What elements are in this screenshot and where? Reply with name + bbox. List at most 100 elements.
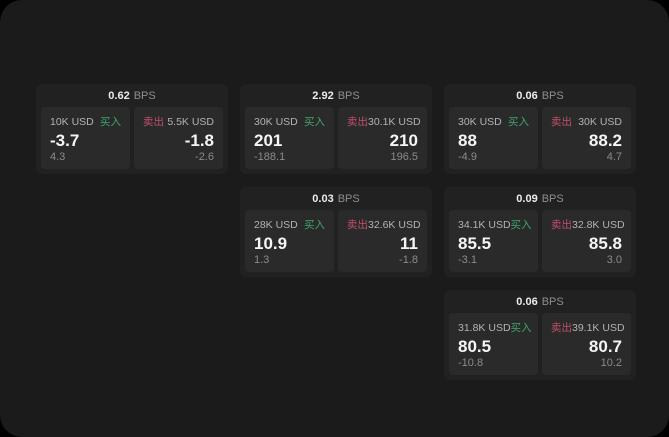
sell-tag: 卖出 — [347, 116, 368, 128]
buy-tag: 买入 — [304, 116, 325, 128]
sell-amount: 30.1K USD — [368, 115, 421, 128]
buy-tag: 买入 — [510, 322, 532, 334]
quote-card: 0.03 BPS 28K USD 买入 10.9 1.3 卖出 32.6K US… — [240, 187, 432, 277]
sell-change: -1.8 — [399, 253, 418, 266]
sell-price: 85.8 — [588, 233, 622, 253]
sell-meta-row: 卖出 32.8K USD — [551, 217, 625, 232]
buy-tag: 买入 — [304, 219, 325, 231]
card-header: 0.06 BPS — [444, 84, 636, 107]
bps-unit-label: BPS — [541, 89, 564, 102]
buy-price: -3.7 — [50, 130, 80, 150]
buy-change: -188.1 — [254, 150, 286, 163]
buy-meta-row: 30K USD 买入 — [254, 114, 325, 129]
sell-meta-row: 卖出 32.6K USD — [347, 217, 421, 232]
bps-value: 0.09 — [516, 192, 538, 205]
sell-change: 10.2 — [600, 356, 622, 369]
buy-side-tile[interactable]: 30K USD 买入 88 -4.9 — [449, 107, 538, 169]
bps-unit-label: BPS — [337, 192, 360, 205]
sell-amount: 39.1K USD — [572, 321, 625, 334]
sell-tag: 卖出 — [551, 219, 572, 231]
sell-change: 3.0 — [606, 253, 622, 266]
bps-unit-label: BPS — [541, 192, 564, 205]
sell-amount: 32.8K USD — [572, 218, 625, 231]
sell-amount: 5.5K USD — [167, 115, 214, 128]
buy-meta-row: 31.8K USD 买入 — [458, 320, 532, 335]
bps-value: 0.06 — [516, 89, 538, 102]
buy-change: -3.1 — [458, 253, 477, 266]
buy-amount: 10K USD — [50, 115, 94, 128]
sell-change: -2.6 — [195, 150, 214, 163]
quote-card: 0.62 BPS 10K USD 买入 -3.7 4.3 卖出 5.5K USD — [36, 84, 228, 174]
sell-meta-row: 卖出 39.1K USD — [551, 320, 625, 335]
sell-change: 4.7 — [606, 150, 622, 163]
sell-side-tile[interactable]: 卖出 39.1K USD 80.7 10.2 — [542, 313, 631, 375]
buy-side-tile[interactable]: 30K USD 买入 201 -188.1 — [245, 107, 334, 169]
sell-amount: 30K USD — [578, 115, 622, 128]
buy-change: 1.3 — [254, 253, 270, 266]
buy-change: -4.9 — [458, 150, 477, 163]
quote-grid: 0.62 BPS 10K USD 买入 -3.7 4.3 卖出 5.5K USD — [36, 84, 636, 380]
sell-tag: 卖出 — [143, 116, 164, 128]
card-body: 28K USD 买入 10.9 1.3 卖出 32.6K USD 11 -1.8 — [240, 210, 432, 277]
bps-unit-label: BPS — [133, 89, 156, 102]
card-header: 0.06 BPS — [444, 290, 636, 313]
sell-side-tile[interactable]: 卖出 5.5K USD -1.8 -2.6 — [134, 107, 223, 169]
sell-meta-row: 卖出 30K USD — [551, 114, 622, 129]
bps-value: 2.92 — [312, 89, 334, 102]
sell-side-tile[interactable]: 卖出 30K USD 88.2 4.7 — [542, 107, 631, 169]
card-body: 31.8K USD 买入 80.5 -10.8 卖出 39.1K USD 80.… — [444, 313, 636, 380]
sell-tag: 卖出 — [347, 219, 368, 231]
sell-tag: 卖出 — [551, 116, 572, 128]
card-body: 10K USD 买入 -3.7 4.3 卖出 5.5K USD -1.8 -2.… — [36, 107, 228, 174]
sell-price: 80.7 — [588, 336, 622, 356]
quote-card: 0.09 BPS 34.1K USD 买入 85.5 -3.1 卖出 32.8K… — [444, 187, 636, 277]
sell-side-tile[interactable]: 卖出 30.1K USD 210 196.5 — [338, 107, 427, 169]
bps-unit-label: BPS — [541, 295, 564, 308]
bps-unit-label: BPS — [337, 89, 360, 102]
buy-tag: 买入 — [100, 116, 121, 128]
buy-change: 4.3 — [50, 150, 66, 163]
card-body: 34.1K USD 买入 85.5 -3.1 卖出 32.8K USD 85.8… — [444, 210, 636, 277]
buy-side-tile[interactable]: 34.1K USD 买入 85.5 -3.1 — [449, 210, 538, 272]
quote-card: 0.06 BPS 31.8K USD 买入 80.5 -10.8 卖出 39.1… — [444, 290, 636, 380]
sell-amount: 32.6K USD — [368, 218, 421, 231]
buy-meta-row: 28K USD 买入 — [254, 217, 325, 232]
buy-amount: 34.1K USD — [458, 218, 511, 231]
card-header: 0.03 BPS — [240, 187, 432, 210]
sell-side-tile[interactable]: 卖出 32.8K USD 85.8 3.0 — [542, 210, 631, 272]
buy-change: -10.8 — [458, 356, 484, 369]
card-header: 0.62 BPS — [36, 84, 228, 107]
sell-meta-row: 卖出 5.5K USD — [143, 114, 214, 129]
buy-side-tile[interactable]: 31.8K USD 买入 80.5 -10.8 — [449, 313, 538, 375]
card-header: 0.09 BPS — [444, 187, 636, 210]
sell-price: 210 — [389, 130, 418, 150]
buy-price: 85.5 — [458, 233, 492, 253]
quote-card: 0.06 BPS 30K USD 买入 88 -4.9 卖出 30K USD — [444, 84, 636, 174]
buy-meta-row: 10K USD 买入 — [50, 114, 121, 129]
card-header: 2.92 BPS — [240, 84, 432, 107]
buy-side-tile[interactable]: 28K USD 买入 10.9 1.3 — [245, 210, 334, 272]
buy-meta-row: 30K USD 买入 — [458, 114, 529, 129]
quote-card: 2.92 BPS 30K USD 买入 201 -188.1 卖出 30.1K … — [240, 84, 432, 174]
card-body: 30K USD 买入 88 -4.9 卖出 30K USD 88.2 4.7 — [444, 107, 636, 174]
sell-meta-row: 卖出 30.1K USD — [347, 114, 421, 129]
buy-amount: 28K USD — [254, 218, 298, 231]
bps-value: 0.03 — [312, 192, 334, 205]
buy-side-tile[interactable]: 10K USD 买入 -3.7 4.3 — [41, 107, 130, 169]
sell-side-tile[interactable]: 卖出 32.6K USD 11 -1.8 — [338, 210, 427, 272]
buy-meta-row: 34.1K USD 买入 — [458, 217, 532, 232]
card-body: 30K USD 买入 201 -188.1 卖出 30.1K USD 210 1… — [240, 107, 432, 174]
sell-price: 88.2 — [588, 130, 622, 150]
sell-price: -1.8 — [184, 130, 214, 150]
buy-amount: 30K USD — [458, 115, 502, 128]
bps-value: 0.62 — [108, 89, 130, 102]
bps-value: 0.06 — [516, 295, 538, 308]
buy-amount: 30K USD — [254, 115, 298, 128]
buy-amount: 31.8K USD — [458, 321, 511, 334]
sell-tag: 卖出 — [551, 322, 572, 334]
buy-tag: 买入 — [508, 116, 529, 128]
sell-price: 11 — [400, 233, 418, 253]
buy-price: 80.5 — [458, 336, 492, 356]
buy-price: 201 — [254, 130, 283, 150]
